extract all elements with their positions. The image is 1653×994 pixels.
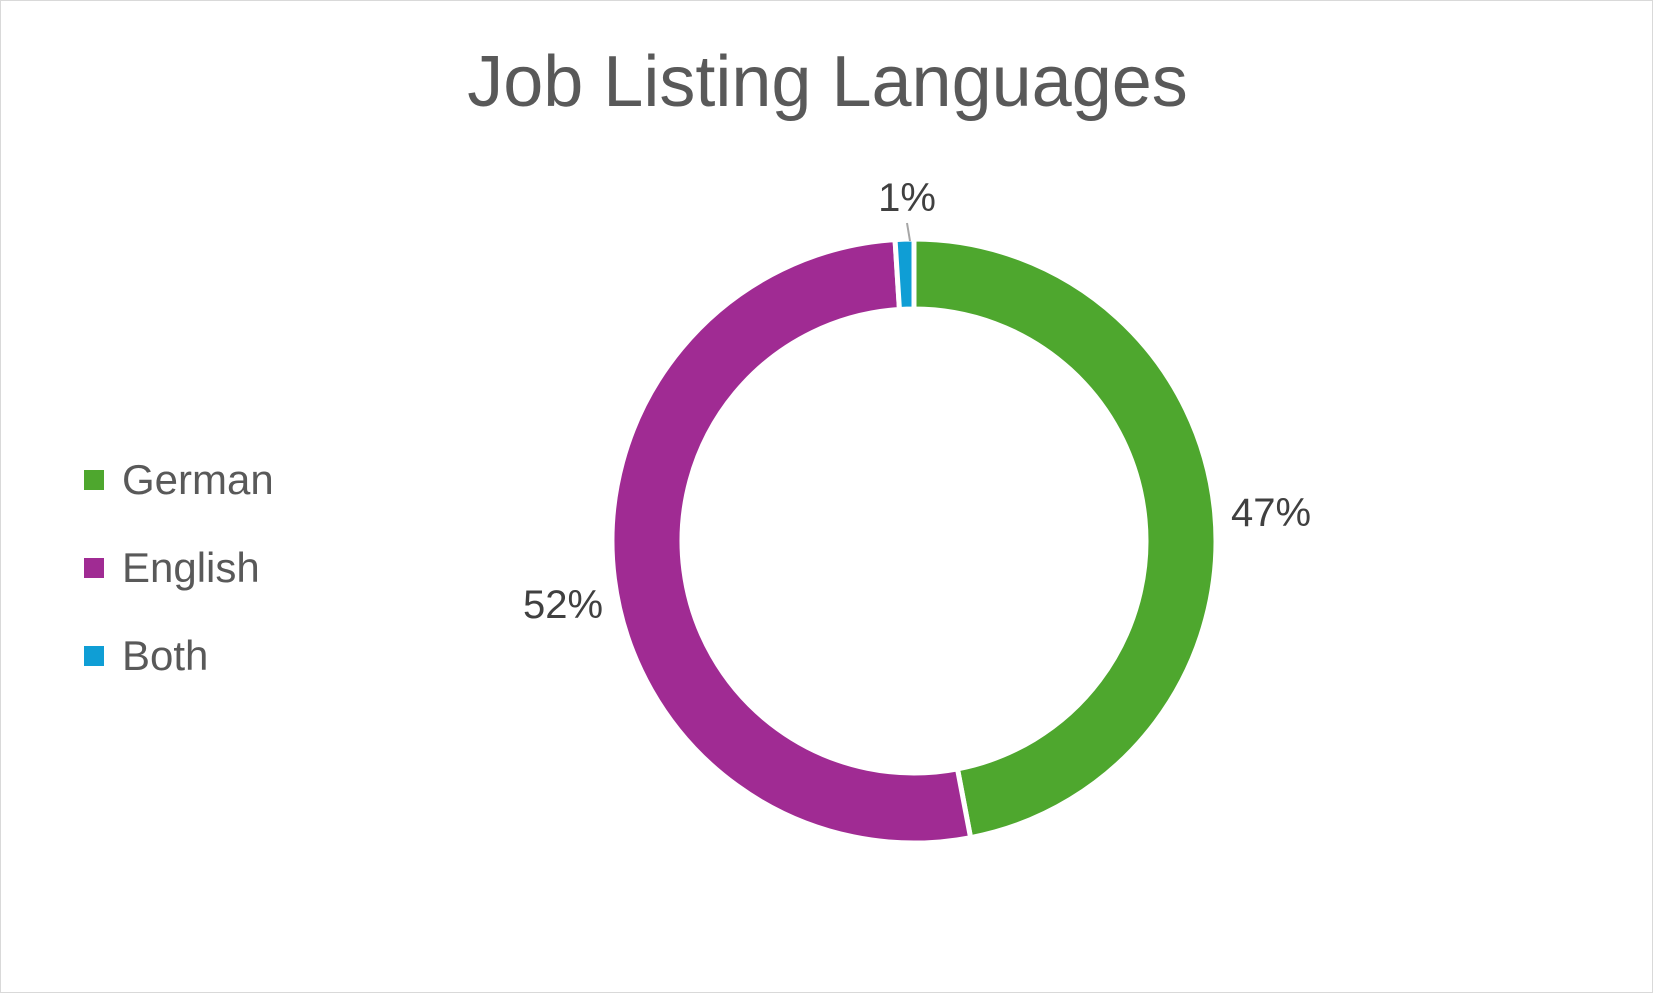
donut-slice-english[interactable] <box>609 236 974 846</box>
legend-label-both: Both <box>122 632 209 679</box>
leader-line-both <box>906 222 911 242</box>
legend-label-english: English <box>122 544 260 591</box>
chart-title: Job Listing Languages <box>467 42 1188 122</box>
donut-slice-both[interactable] <box>892 236 917 313</box>
data-label-both: 1% <box>878 176 936 220</box>
legend-label-german: German <box>122 456 274 503</box>
data-label-german: 47% <box>1231 491 1311 535</box>
data-label-english: 52% <box>523 583 603 627</box>
legend-swatch-both <box>84 646 104 666</box>
legend-swatch-english <box>84 558 104 578</box>
legend-swatch-german <box>84 470 104 490</box>
donut-slice-german[interactable] <box>911 236 1219 841</box>
